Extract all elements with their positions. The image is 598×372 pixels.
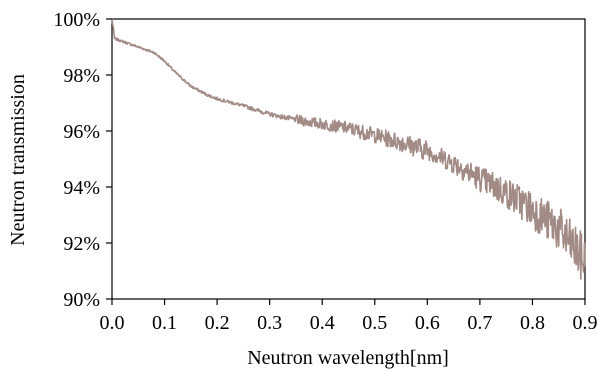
x-tick-label: 0.2	[205, 312, 230, 334]
x-tick-label: 0.5	[362, 312, 387, 334]
x-tick-label: 0.1	[152, 312, 177, 334]
axes-layer	[106, 18, 586, 305]
y-axis-title: Neutron transmission	[7, 74, 29, 246]
x-tick-label: 0.9	[573, 312, 598, 334]
y-tick-label: 90%	[63, 289, 100, 311]
y-tick-label: 92%	[63, 233, 100, 255]
x-tick-label: 0.4	[310, 312, 335, 334]
x-tick-label: 0.6	[415, 312, 440, 334]
y-tick-label: 96%	[63, 121, 100, 143]
plot-frame	[111, 18, 586, 300]
x-tick-label: 0.3	[257, 312, 282, 334]
x-tick-label: 0.8	[520, 312, 545, 334]
plot-area	[111, 18, 586, 300]
y-tick-label: 98%	[63, 65, 100, 87]
labels-layer: 0.0 0.1 0.2 0.3 0.4 0.5 0.6 0.7 0.8 0.9 90% 92% 94% 9…	[53, 9, 597, 334]
y-tick-label: 100%	[53, 9, 100, 31]
series-line-0	[111, 18, 586, 280]
x-tick-label: 0.0	[100, 312, 125, 334]
series-layer	[111, 18, 586, 280]
x-tick-label: 0.7	[467, 312, 492, 334]
x-axis-title: Neutron wavelength[nm]	[247, 347, 449, 369]
y-tick-label: 94%	[63, 177, 100, 199]
